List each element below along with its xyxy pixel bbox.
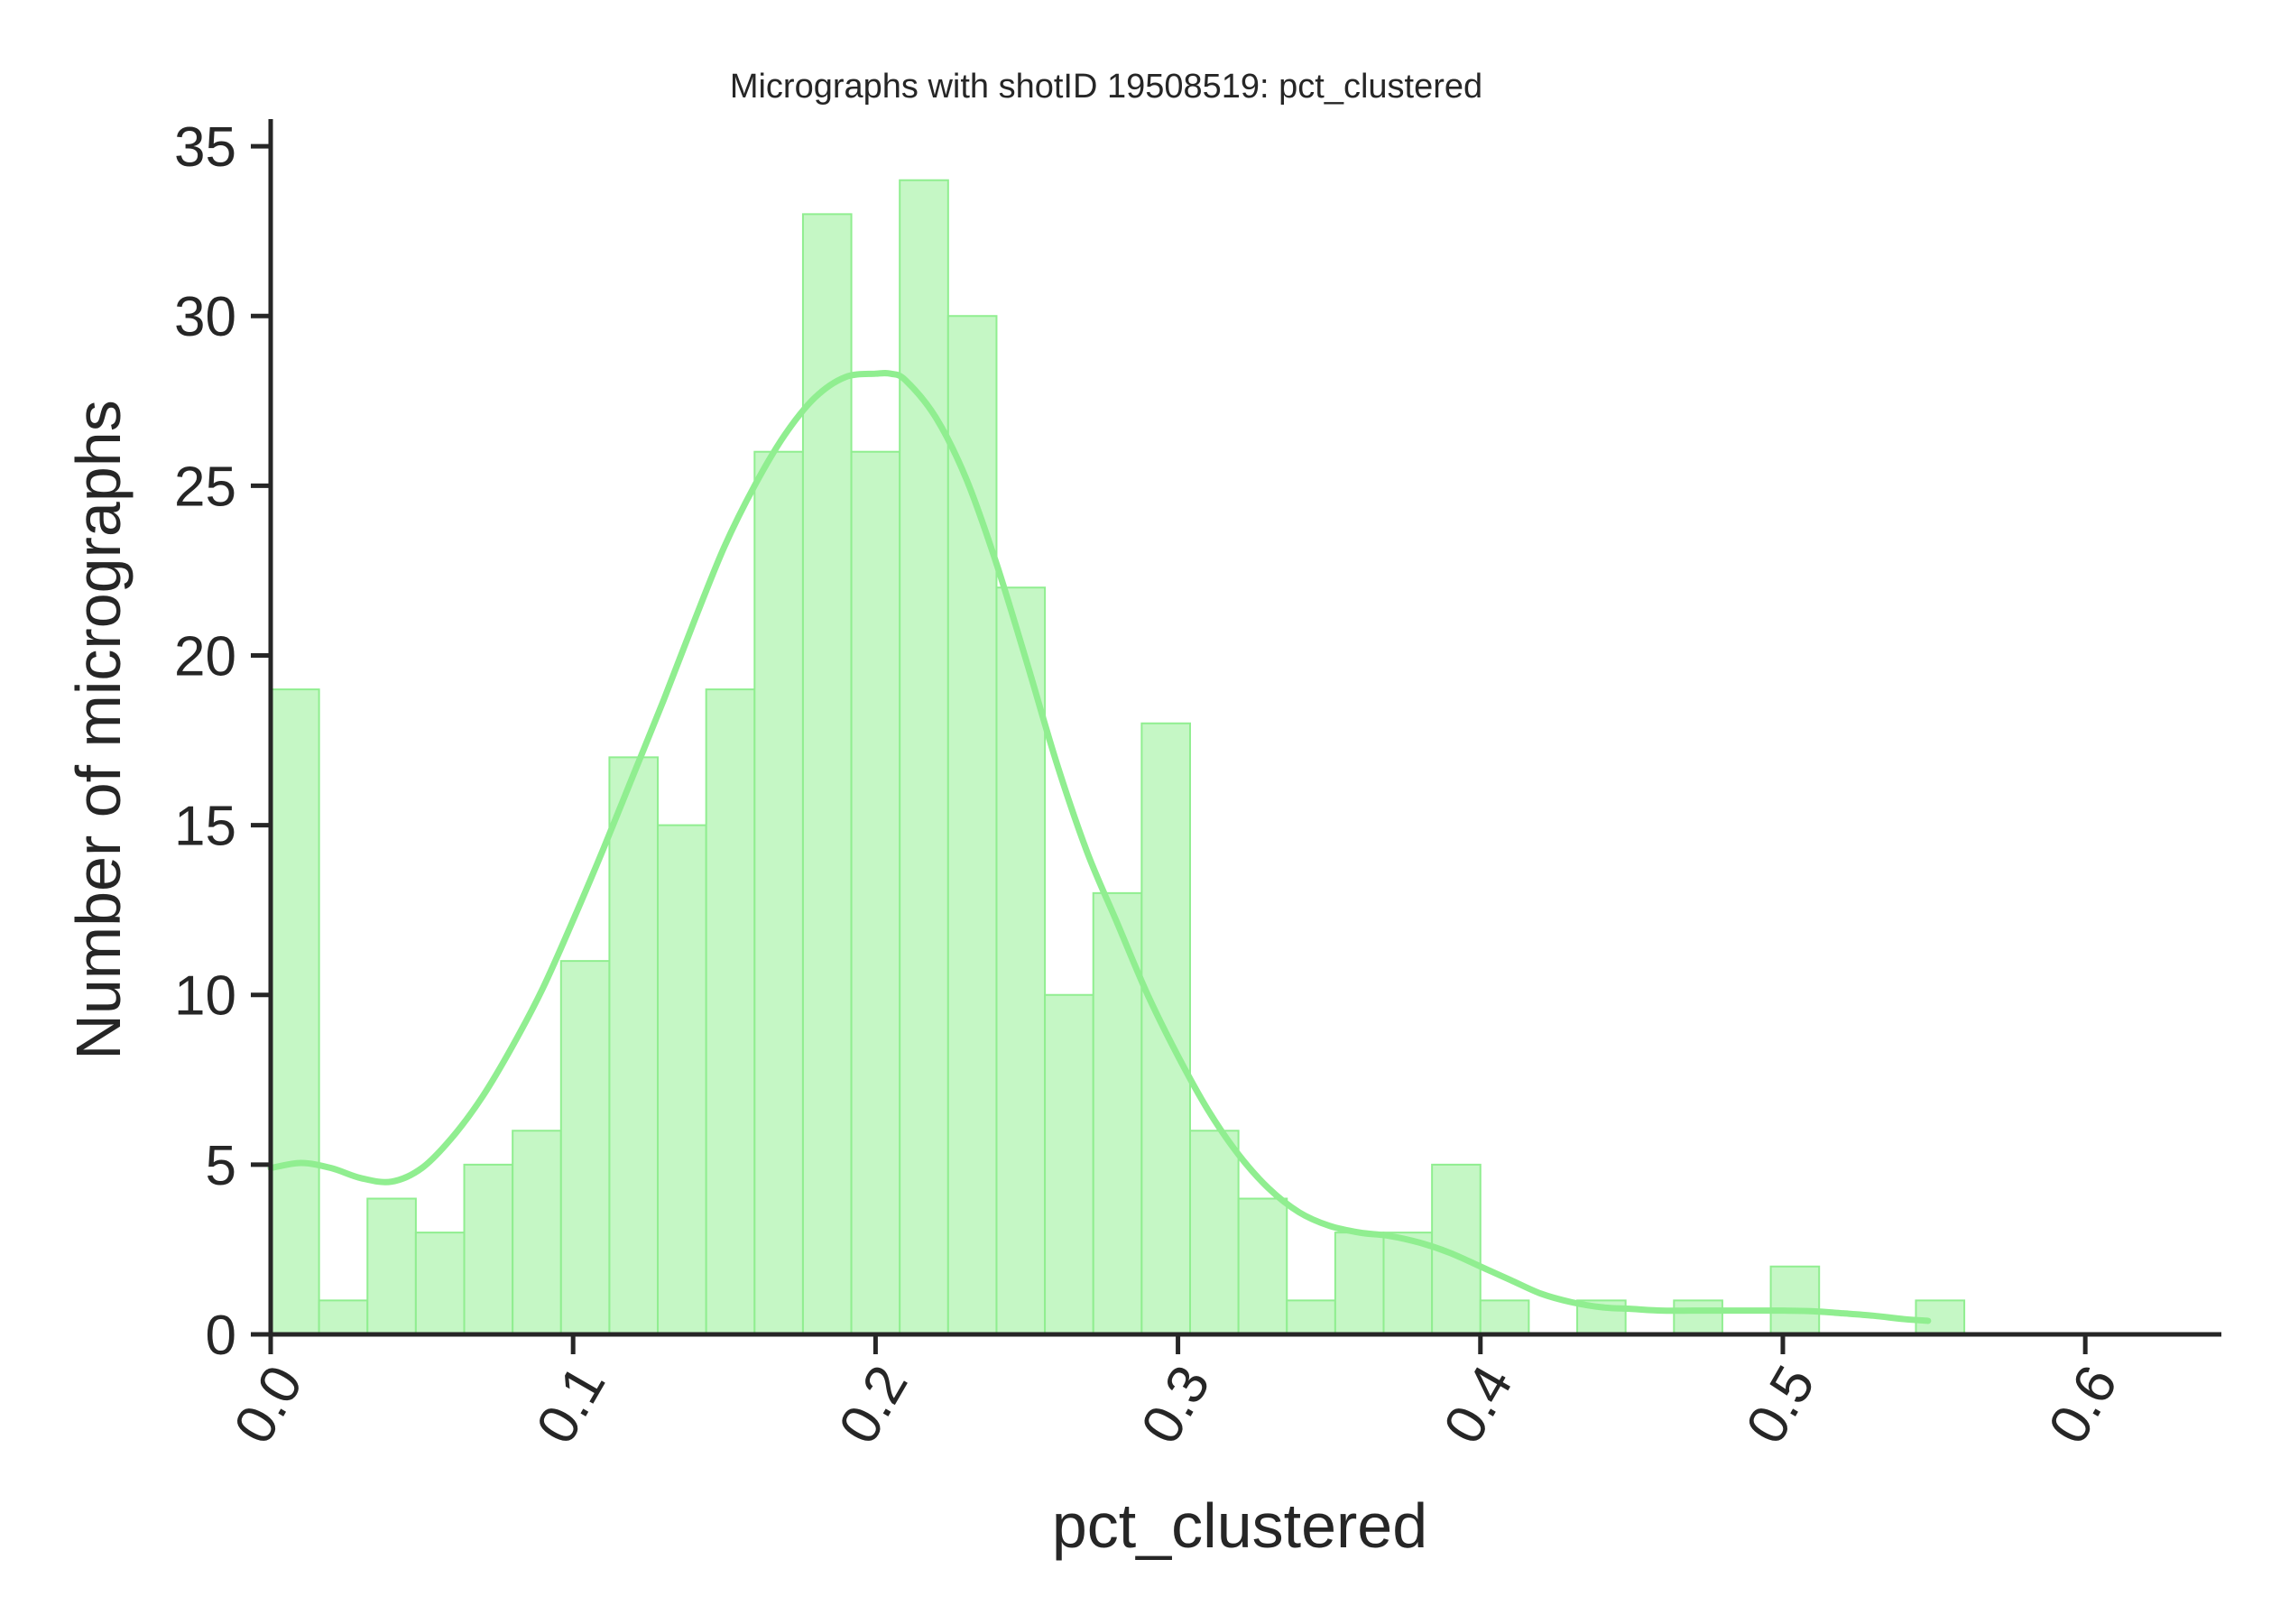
chart-title: Micrographs with shotID 19508519: pct_cl…: [730, 68, 1482, 106]
histogram-bar: [850, 450, 901, 1336]
y-tick-label: 0: [206, 1305, 236, 1367]
histogram-bar: [1915, 1299, 1966, 1335]
histogram-bar: [1769, 1265, 1821, 1335]
histogram-bar: [559, 960, 611, 1335]
y-tick-label: 35: [174, 116, 236, 179]
y-tick-label: 25: [174, 456, 236, 518]
histogram-bar: [1479, 1299, 1530, 1335]
histogram-bar: [608, 756, 660, 1335]
y-axis-label: Number of micrographs: [63, 400, 134, 1059]
histogram-bar: [366, 1197, 417, 1335]
histogram-bar: [899, 179, 949, 1336]
histogram-bar: [801, 213, 853, 1336]
histogram-bar: [318, 1299, 369, 1335]
histogram-bar: [705, 688, 756, 1335]
histogram-bar: [753, 450, 804, 1336]
histogram-bar: [1382, 1232, 1434, 1335]
y-tick-label: 15: [174, 796, 236, 858]
kde-curve: [267, 369, 1932, 1324]
y-axis-ticks: 0 5 10 15 20 25 30 35: [174, 116, 271, 1367]
histogram-bars: [270, 179, 1966, 1336]
histogram-bar: [995, 586, 1047, 1335]
histogram-bar: [512, 1130, 562, 1335]
y-tick-label: 10: [174, 965, 236, 1028]
y-tick-label: 5: [206, 1135, 236, 1197]
histogram-bar: [1092, 891, 1143, 1335]
histogram-bar: [657, 824, 707, 1335]
histogram-bar: [1237, 1197, 1288, 1335]
histogram-bar: [1188, 1130, 1240, 1335]
y-tick-label: 30: [174, 286, 236, 348]
histogram-bar: [463, 1163, 514, 1335]
histogram-bar: [1334, 1232, 1385, 1335]
kde-curve-group: [267, 369, 1932, 1324]
y-tick-label: 20: [174, 625, 236, 687]
histogram-bar: [1673, 1299, 1723, 1335]
histogram-bar: [946, 315, 998, 1336]
histogram-bar: [1286, 1299, 1336, 1335]
histogram-bar: [270, 688, 320, 1335]
histogram-bar: [414, 1232, 466, 1335]
histogram-bar: [1044, 993, 1094, 1335]
x-axis-label: pct_clustered: [1052, 1490, 1427, 1561]
